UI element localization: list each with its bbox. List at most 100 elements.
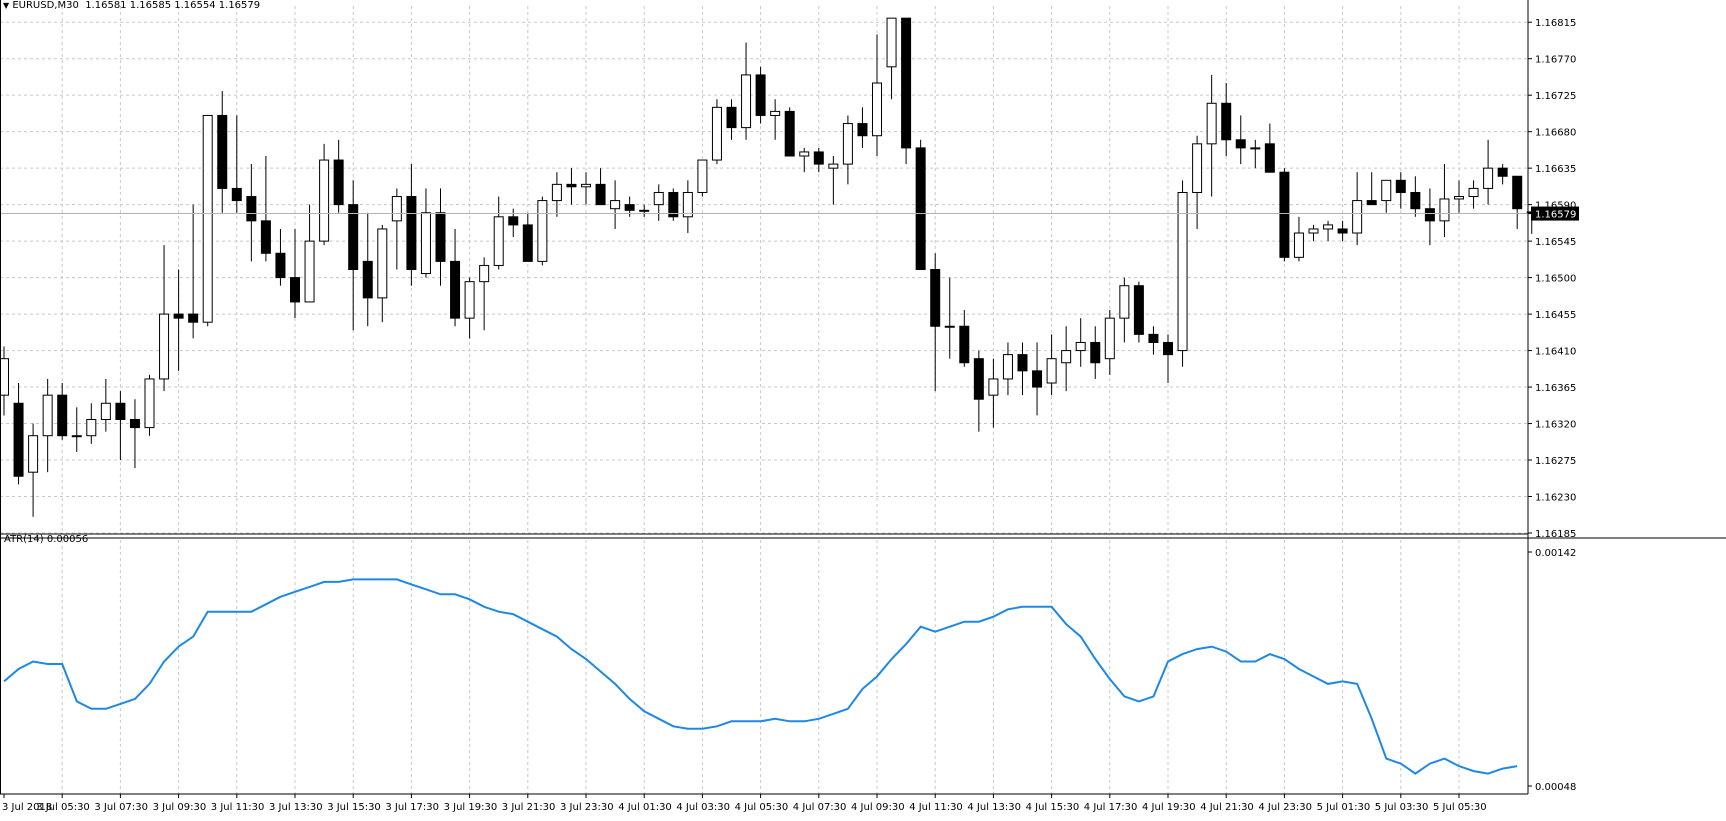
axes: 1.16815 1.16770 1.16725 1.16680 1.16635 1.165…: [2, 18, 1579, 813]
price-tick-label: 1.16455: [1535, 310, 1576, 321]
candle-bull: [479, 264, 490, 283]
candle-bear: [1235, 139, 1246, 149]
candle-bear: [217, 114, 228, 189]
candle-bear: [260, 220, 271, 254]
candle-bear: [668, 191, 679, 218]
candle-bear: [930, 269, 941, 327]
symbol-info: EURUSD,M30: [12, 0, 79, 11]
candle-bull: [1206, 102, 1217, 145]
time-tick-label: 4 Jul 03:30: [676, 802, 730, 813]
candle-bull: [377, 228, 388, 299]
candle-bull: [71, 435, 82, 438]
candle-bull: [639, 209, 650, 212]
candle-bull: [42, 394, 53, 437]
current-price-marker: [1531, 206, 1579, 221]
candle-bear: [115, 402, 126, 420]
candle-bull: [1192, 143, 1203, 193]
candle-bear: [1163, 341, 1173, 356]
candle-bear: [13, 402, 24, 477]
candle-bull: [1002, 354, 1013, 380]
candle-bull: [86, 418, 97, 437]
time-tick-label: 4 Jul 23:30: [1258, 802, 1312, 813]
candle-bull: [1468, 187, 1479, 198]
candle-bear: [173, 313, 184, 319]
candle-bull: [144, 378, 155, 429]
candle-bear: [1424, 208, 1435, 222]
candle-bear: [1337, 228, 1348, 234]
atr-tick-label: 0.00142: [1535, 548, 1576, 559]
candle-bull: [741, 74, 752, 129]
candle-bull: [319, 159, 330, 242]
candle-bull: [1075, 341, 1086, 352]
candle-bull: [770, 110, 781, 116]
candle-bull: [828, 163, 839, 169]
price-tick-label: 1.16725: [1535, 91, 1576, 102]
candle-bull: [1104, 317, 1115, 360]
candle-bull: [464, 281, 475, 319]
candle-bull: [1483, 167, 1494, 189]
candle-bull: [304, 240, 315, 303]
candle-bear: [1279, 171, 1290, 258]
candle-bull: [872, 82, 882, 137]
time-tick-label: 4 Jul 15:30: [1026, 802, 1080, 813]
time-tick-label: 3 Jul 09:30: [153, 802, 207, 813]
candle-bull: [944, 325, 955, 328]
candle-bear: [624, 204, 635, 211]
candle-bull: [653, 191, 664, 206]
candle-bear: [406, 196, 417, 270]
candle-bear: [959, 325, 970, 364]
candle-bull: [1381, 179, 1392, 202]
candle-bull: [988, 378, 999, 396]
candle-bull: [842, 123, 853, 165]
candle-bull: [1061, 350, 1072, 364]
time-tick-label: 3 Jul 11:30: [211, 802, 265, 813]
candle-bear: [290, 277, 300, 303]
candle-bull: [537, 200, 548, 262]
candle-bear: [726, 106, 737, 129]
candle-bull: [0, 358, 9, 396]
candle-bear: [1133, 285, 1144, 335]
candle-series: [0, 17, 1537, 517]
dropdown-triangle-icon[interactable]: ▼: [3, 1, 10, 10]
candle-bull: [1308, 228, 1319, 234]
candle-bear: [522, 224, 533, 262]
time-tick-label: 3 Jul 2018: [2, 802, 52, 813]
candle-bear: [1221, 102, 1232, 141]
candle-bear: [901, 17, 912, 149]
time-tick-label: 3 Jul 19:30: [444, 802, 498, 813]
atr-indicator-label: ATR(14) 0.00056: [4, 534, 89, 545]
atr-series: [3, 578, 1518, 775]
candle-bear: [275, 252, 286, 279]
candle-bear: [857, 123, 868, 137]
price-tick-label: 1.16815: [1535, 18, 1576, 29]
candle-bear: [1032, 370, 1043, 388]
candle-bull: [420, 212, 431, 275]
candle-bear: [1410, 191, 1421, 210]
candle-bear: [813, 151, 824, 165]
candle-bear: [1497, 167, 1508, 177]
time-tick-label: 3 Jul 17:30: [385, 802, 439, 813]
candle-bull: [100, 402, 111, 420]
price-tick-label: 1.16680: [1535, 128, 1576, 139]
price-tick-label: 1.16275: [1535, 456, 1576, 467]
candle-bull: [1046, 358, 1057, 384]
time-tick-label: 4 Jul 11:30: [909, 802, 963, 813]
candle-bull: [886, 17, 897, 68]
price-tick-label: 1.16365: [1535, 383, 1576, 394]
candle-bear: [784, 110, 795, 157]
ohlc-readout: 1.16581 1.16585 1.16554 1.16579: [85, 0, 261, 11]
atr-panel-header: ATR(14) 0.00056: [4, 534, 88, 545]
candle-bear: [246, 196, 257, 222]
candle-bear: [188, 313, 199, 323]
main-panel-header: ▼ EURUSD,M30 1.16581 1.16585 1.16554 1.1…: [3, 0, 260, 11]
candle-bear: [973, 358, 984, 400]
candle-bear: [435, 212, 446, 262]
candle-bull: [493, 216, 504, 266]
time-tick-label: 3 Jul 23:30: [560, 802, 614, 813]
time-tick-label: 5 Jul 01:30: [1317, 802, 1371, 813]
candle-bull: [1323, 224, 1334, 230]
candle-bear: [348, 204, 359, 270]
candle-bear: [1512, 175, 1523, 210]
